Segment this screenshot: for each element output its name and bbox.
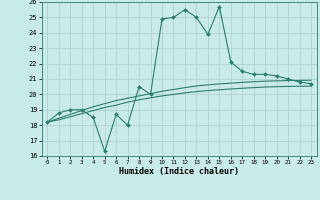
X-axis label: Humidex (Indice chaleur): Humidex (Indice chaleur) bbox=[119, 167, 239, 176]
